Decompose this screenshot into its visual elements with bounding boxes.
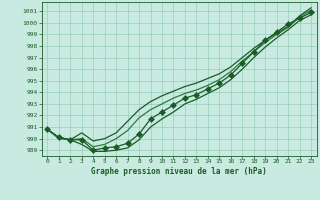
X-axis label: Graphe pression niveau de la mer (hPa): Graphe pression niveau de la mer (hPa)	[91, 167, 267, 176]
